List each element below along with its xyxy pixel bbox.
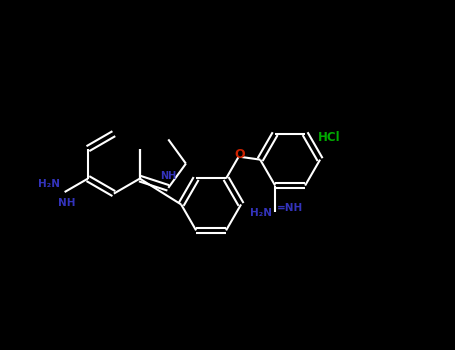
Text: NH: NH: [160, 171, 177, 181]
Text: =NH: =NH: [277, 203, 303, 213]
Text: O: O: [235, 148, 245, 161]
Text: HCl: HCl: [318, 131, 340, 145]
Text: H₂N: H₂N: [38, 179, 60, 189]
Text: NH: NH: [58, 198, 76, 208]
Text: H₂N: H₂N: [250, 209, 272, 218]
